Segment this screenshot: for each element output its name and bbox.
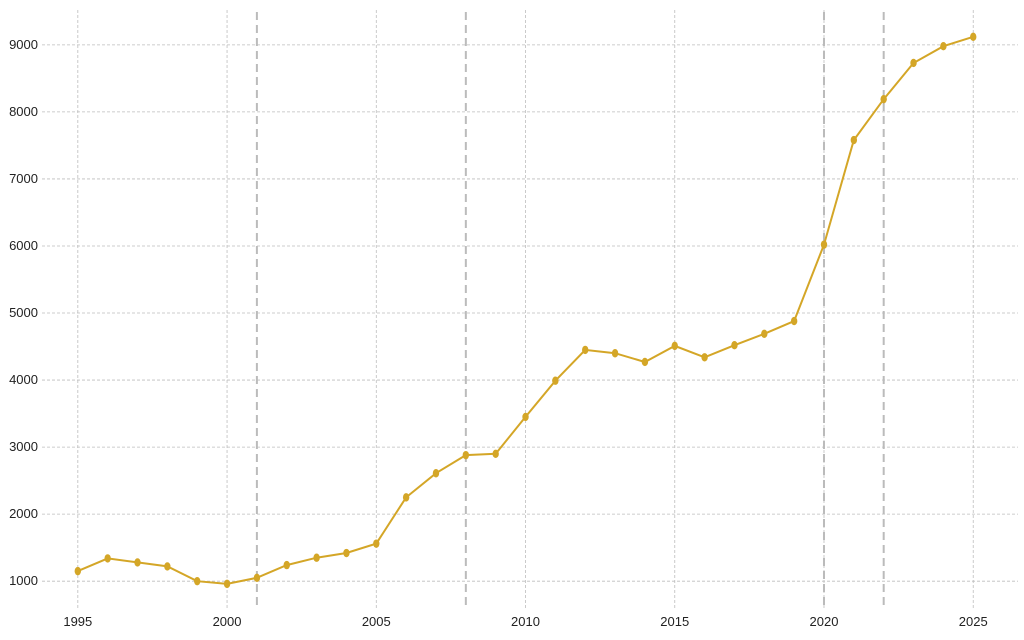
data-point bbox=[373, 539, 380, 548]
data-point bbox=[582, 345, 589, 355]
x-tick-label: 2020 bbox=[810, 614, 839, 629]
y-axis-ticks: 1000 2000 3000 4000 5000 6000 7000 8000 9000 bbox=[9, 37, 38, 588]
data-point bbox=[970, 32, 977, 42]
data-point bbox=[253, 573, 261, 583]
data-point bbox=[522, 412, 529, 422]
x-tick-label: 2015 bbox=[660, 614, 689, 629]
data-point bbox=[134, 558, 141, 567]
data-point bbox=[552, 376, 559, 385]
data-point bbox=[492, 449, 499, 459]
data-point bbox=[671, 341, 678, 351]
data-point bbox=[880, 94, 887, 104]
data-point bbox=[940, 42, 947, 51]
data-point bbox=[611, 349, 619, 358]
data-point bbox=[343, 548, 350, 558]
y-tick-label: 1000 bbox=[9, 573, 38, 588]
x-tick-label: 2000 bbox=[213, 614, 242, 629]
y-tick-label: 2000 bbox=[9, 506, 38, 521]
data-point bbox=[790, 316, 798, 326]
data-point bbox=[701, 353, 708, 362]
x-axis-ticks: 1995 2000 2005 2010 2015 2020 2025 bbox=[63, 614, 987, 629]
y-tick-label: 8000 bbox=[9, 104, 38, 119]
data-point bbox=[761, 329, 768, 339]
x-tick-label: 2025 bbox=[959, 614, 988, 629]
data-point bbox=[731, 341, 738, 350]
data-point bbox=[74, 566, 82, 576]
y-tick-label: 5000 bbox=[9, 305, 38, 320]
data-point bbox=[313, 553, 320, 562]
grid-lines bbox=[42, 10, 1018, 608]
data-point bbox=[402, 493, 410, 502]
data-point bbox=[104, 554, 111, 563]
x-tick-label: 2005 bbox=[362, 614, 391, 629]
vertical-markers bbox=[255, 12, 885, 608]
data-point bbox=[462, 450, 470, 460]
data-point bbox=[820, 240, 828, 249]
y-tick-label: 4000 bbox=[9, 372, 38, 387]
x-tick-label: 2010 bbox=[511, 614, 540, 629]
series-layer bbox=[74, 32, 977, 589]
y-tick-label: 9000 bbox=[9, 37, 38, 52]
data-point bbox=[432, 469, 440, 478]
data-point bbox=[164, 562, 171, 571]
y-tick-label: 3000 bbox=[9, 439, 38, 454]
y-tick-label: 6000 bbox=[9, 238, 38, 253]
data-point bbox=[194, 576, 201, 586]
data-point bbox=[850, 135, 858, 145]
data-point bbox=[641, 357, 649, 367]
x-tick-label: 1995 bbox=[63, 614, 92, 629]
data-point bbox=[283, 560, 290, 570]
data-point bbox=[223, 579, 231, 589]
data-point bbox=[910, 58, 917, 68]
y-tick-label: 7000 bbox=[9, 171, 38, 186]
